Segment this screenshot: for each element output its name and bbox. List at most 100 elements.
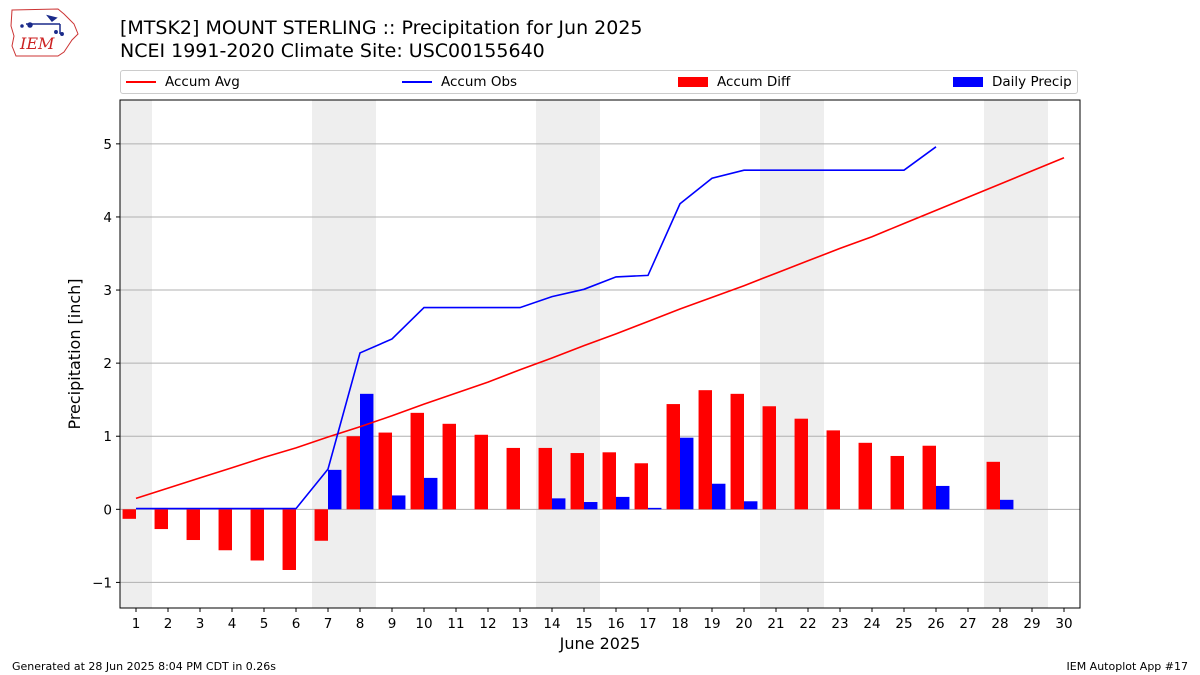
accum-diff-bar: [186, 509, 200, 541]
accum-diff-bar: [314, 509, 328, 541]
legend-label-accum-obs: Accum Obs: [441, 74, 518, 90]
accum-diff-bar: [826, 430, 840, 510]
accum-diff-bar: [250, 509, 264, 561]
x-tick-label: 6: [292, 616, 301, 632]
x-tick-label: 28: [991, 616, 1008, 632]
x-tick-label: 10: [415, 616, 432, 632]
app-credit: IEM Autoplot App #17: [1066, 660, 1189, 673]
legend-swatch-accum-obs: [402, 81, 432, 83]
chart-subtitle: NCEI 1991-2020 Climate Site: USC00155640: [120, 40, 545, 62]
logo-text: IEM: [19, 34, 55, 53]
generated-note: Generated at 28 Jun 2025 8:04 PM CDT in …: [12, 660, 277, 673]
legend-swatch-accum-diff: [678, 77, 708, 87]
accum-diff-bar: [218, 509, 232, 551]
daily-precip-bar: [680, 437, 694, 510]
accum-diff-bar: [666, 404, 680, 510]
legend-label-daily-precip: Daily Precip: [992, 74, 1072, 90]
x-tick-label: 9: [388, 616, 397, 632]
x-tick-label: 19: [703, 616, 720, 632]
weekend-shade: [760, 100, 824, 608]
accum-diff-bar: [410, 412, 424, 510]
accum-obs-line: [136, 146, 937, 510]
legend-swatch-daily-precip: [953, 77, 983, 87]
accum-diff-bar: [602, 452, 616, 510]
x-tick-label: 13: [511, 616, 528, 632]
x-tick-label: 17: [639, 616, 656, 632]
x-tick-label: 21: [767, 616, 784, 632]
weekend-shade: [120, 100, 152, 608]
y-tick-label: 3: [103, 283, 112, 299]
x-tick-label: 24: [863, 616, 880, 632]
x-tick-label: 26: [927, 616, 944, 632]
accum-diff-bar: [474, 434, 488, 510]
accum-diff-bar: [346, 436, 360, 510]
weekend-shade: [536, 100, 600, 608]
x-tick-label: 22: [799, 616, 816, 632]
chart-title: [MTSK2] MOUNT STERLING :: Precipitation …: [120, 17, 643, 39]
x-tick-label: 7: [324, 616, 333, 632]
x-tick-label: 30: [1055, 616, 1072, 632]
daily-precip-bar: [584, 502, 598, 510]
daily-precip-bar: [328, 469, 342, 510]
accum-diff-bar: [698, 390, 712, 510]
weekend-shade: [984, 100, 1048, 608]
legend-label-accum-diff: Accum Diff: [717, 74, 791, 90]
y-tick-label: 0: [103, 502, 112, 518]
accum-diff-bar: [858, 442, 872, 510]
legend-label-accum-avg: Accum Avg: [165, 74, 240, 90]
x-tick-label: 15: [575, 616, 592, 632]
x-tick-label: 4: [228, 616, 237, 632]
accum-diff-bar: [986, 461, 1000, 510]
legend-item-accum-avg: Accum Avg: [126, 71, 240, 93]
accum-diff-bar: [506, 447, 520, 510]
accum-diff-bar: [794, 418, 808, 510]
x-tick-label: 23: [831, 616, 848, 632]
y-tick-label: 1: [103, 429, 112, 445]
daily-precip-bar: [392, 495, 406, 510]
daily-precip-bar: [424, 477, 438, 510]
y-axis-label: Precipitation [inch]: [65, 278, 84, 429]
legend-item-accum-obs: Accum Obs: [402, 71, 517, 93]
accum-diff-bar: [762, 406, 776, 510]
y-tick-label: −1: [92, 575, 112, 591]
accum-diff-bar: [730, 393, 744, 510]
daily-precip-bar: [936, 485, 950, 510]
accum-diff-bar: [122, 509, 136, 519]
legend-item-accum-diff: Accum Diff: [678, 71, 790, 93]
iem-logo: IEM: [10, 8, 79, 57]
daily-precip-bar: [712, 483, 726, 510]
x-tick-label: 12: [479, 616, 496, 632]
y-tick-label: 2: [103, 356, 112, 372]
x-tick-label: 5: [260, 616, 269, 632]
x-tick-label: 14: [543, 616, 560, 632]
accum-diff-bar: [378, 432, 392, 510]
daily-precip-bar: [648, 507, 662, 510]
y-tick-label: 5: [103, 137, 112, 153]
accum-diff-bar: [922, 445, 936, 510]
accum-diff-bar: [154, 509, 168, 530]
accum-diff-bar: [282, 509, 296, 570]
accum-diff-bar: [634, 463, 648, 510]
legend-item-daily-precip: Daily Precip: [953, 71, 1072, 93]
x-tick-label: 1: [132, 616, 141, 632]
legend-swatch-accum-avg: [126, 81, 156, 83]
accum-diff-bar: [538, 447, 552, 510]
daily-precip-bar: [616, 496, 630, 510]
x-tick-label: 20: [735, 616, 752, 632]
x-tick-label: 25: [895, 616, 912, 632]
daily-precip-bar: [360, 393, 374, 510]
x-tick-label: 29: [1023, 616, 1040, 632]
x-tick-label: 27: [959, 616, 976, 632]
x-tick-label: 8: [356, 616, 365, 632]
accum-diff-bar: [442, 423, 456, 510]
daily-precip-bar: [744, 501, 758, 510]
daily-precip-bar: [1000, 499, 1014, 510]
x-axis-label: June 2025: [559, 634, 641, 653]
accum-diff-bar: [570, 453, 584, 510]
accum-diff-bar: [890, 455, 904, 510]
x-tick-label: 2: [164, 616, 173, 632]
plot-frame: [119, 99, 1081, 609]
legend: Accum Avg Accum Obs Accum Diff Daily Pre…: [120, 70, 1078, 94]
daily-precip-bar: [552, 498, 566, 510]
